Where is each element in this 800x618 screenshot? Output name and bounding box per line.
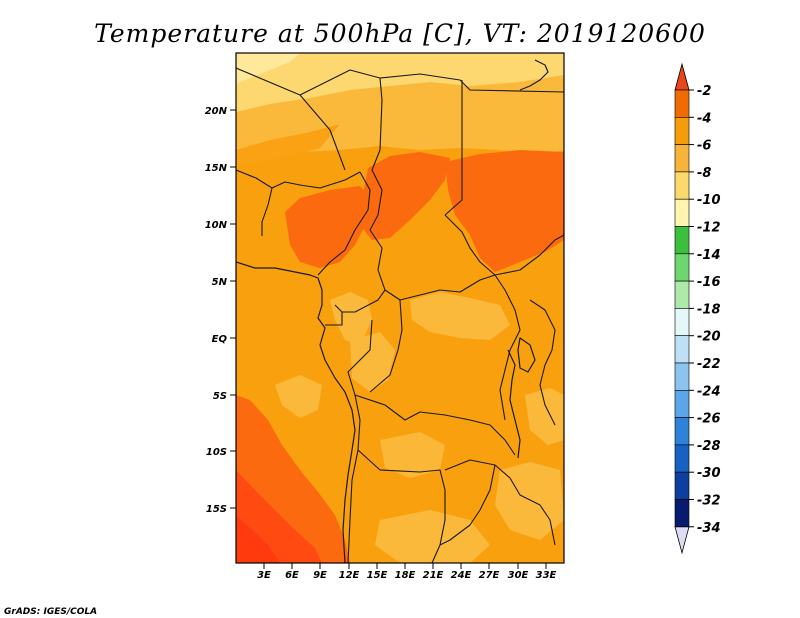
colorbar-box <box>674 308 690 336</box>
temp-band-neg10-neg8-north <box>236 53 564 112</box>
temp-band-neg8-neg6-atlantic <box>275 375 322 418</box>
lon-label-9e: 9E <box>313 570 327 581</box>
colorbar-label: -22 <box>697 357 721 372</box>
colorbar-label: -2 <box>697 84 711 99</box>
colorbar-label: -4 <box>697 111 711 126</box>
colorbar-box <box>674 171 690 200</box>
colorbar-box <box>674 444 690 473</box>
temp-band-neg8-neg6-south <box>375 510 490 563</box>
temp-band-neg4-neg2-sudan <box>445 150 564 272</box>
colorbar-label: -6 <box>697 139 711 154</box>
colorbar-box <box>674 198 690 227</box>
lat-axis: 20N 15N 10N 5N EQ 5S 10S 15S <box>205 106 236 515</box>
lon-label-27e: 27E <box>479 570 500 581</box>
colorbar-label: -18 <box>697 302 721 317</box>
colorbar-box <box>674 335 690 364</box>
temp-band-neg6-neg4-west <box>236 124 340 170</box>
colorbar-label: -12 <box>697 221 721 236</box>
colorbar-box <box>674 144 690 173</box>
map-frame <box>235 52 565 564</box>
lon-label-33e: 33E <box>536 570 557 581</box>
colorbar-label: -28 <box>697 439 721 454</box>
lon-label-12e: 12E <box>339 570 360 581</box>
colorbar-box <box>674 89 690 118</box>
lon-axis: 3E 6E 9E 12E 15E 18E 21E 24E 27E 30E 33E <box>257 563 557 581</box>
temp-band-neg8-neg6-gabon <box>330 292 372 345</box>
lat-label-10s: 10S <box>206 447 227 458</box>
country-borders <box>236 67 564 563</box>
lon-label-6e: 6E <box>285 570 299 581</box>
lon-label-18e: 18E <box>395 570 416 581</box>
colorbar-label: -14 <box>697 248 721 263</box>
temp-band-neg8-neg6-angola <box>380 432 445 478</box>
lat-label-15s: 15S <box>206 504 227 515</box>
coastlines <box>236 59 549 563</box>
colorbar-label: -30 <box>697 466 721 481</box>
lon-label-30e: 30E <box>508 570 529 581</box>
colorbar-label: -26 <box>697 412 721 427</box>
colorbar-label: -32 <box>697 494 721 509</box>
temp-band-neg8-neg6-congo <box>410 292 510 340</box>
lon-label-15e: 15E <box>367 570 388 581</box>
colorbar-box <box>674 417 690 446</box>
lat-label-10n: 10N <box>205 220 228 231</box>
colorbar-box <box>674 499 690 528</box>
lat-label-20n: 20N <box>205 106 228 117</box>
map-title: Temperature at 500hPa [C], VT: 201912060… <box>94 19 706 48</box>
temp-band-neg4-neg2-chad <box>360 152 450 240</box>
temp-band-gt-neg2-corner <box>236 515 280 563</box>
lat-label-15n: 15N <box>205 163 228 174</box>
colorbar: -2 -4 -6 -8 -10 -12 -14 -16 -18 -20 -22 -24 -26 -28 -3… <box>674 62 721 555</box>
colorbar-box <box>674 226 690 255</box>
temp-band-neg10-north-corner <box>236 53 300 84</box>
colorbar-label: -20 <box>697 330 721 345</box>
colorbar-label: -34 <box>697 521 721 536</box>
grads-credit: GrADS: IGES/COLA <box>4 607 97 617</box>
temp-band-neg8-neg6-tanzania <box>525 388 564 445</box>
colorbar-label: -8 <box>697 166 711 181</box>
lon-label-3e: 3E <box>257 570 271 581</box>
colorbar-box <box>674 117 690 145</box>
colorbar-top-arrow <box>674 62 690 91</box>
colorbar-label: -24 <box>697 384 721 399</box>
colorbar-box <box>674 471 690 500</box>
colorbar-box <box>674 280 690 309</box>
colorbar-label: -16 <box>697 275 721 290</box>
lat-label-5s: 5S <box>213 391 227 402</box>
colorbar-label: -10 <box>697 193 721 208</box>
colorbar-bottom-arrow <box>674 526 690 555</box>
lon-label-24e: 24E <box>451 570 472 581</box>
map-plot-area <box>236 53 564 563</box>
colorbar-box <box>674 253 690 282</box>
temp-band-neg8-neg6-cb <box>350 332 395 392</box>
colorbar-box <box>674 362 690 391</box>
temp-band-neg4-neg2-chad-nigeria <box>285 186 372 268</box>
lon-label-21e: 21E <box>423 570 444 581</box>
lat-label-eq: EQ <box>212 334 228 345</box>
colorbar-box <box>674 389 690 418</box>
lat-label-5n: 5N <box>212 277 228 288</box>
